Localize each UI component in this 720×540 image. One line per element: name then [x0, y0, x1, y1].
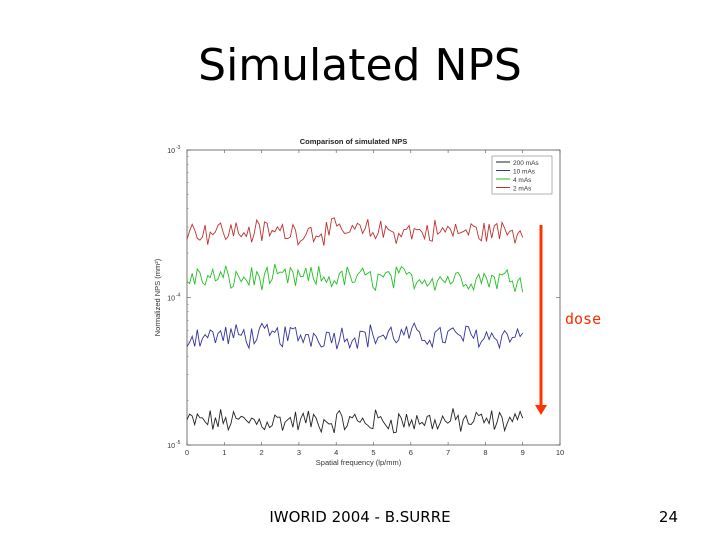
y-tick-label: 10 [167, 148, 175, 155]
y-tick-label: 10 [167, 443, 175, 450]
y-tick-exponent: -3 [176, 145, 181, 151]
x-tick-label: 10 [556, 448, 564, 457]
dose-label: dose [565, 310, 602, 328]
series-line-4 [186, 217, 524, 246]
x-tick-label: 6 [409, 448, 413, 457]
y-tick-exponent: -4 [176, 293, 181, 299]
x-tick-label: 5 [371, 448, 375, 457]
x-tick-label: 9 [521, 448, 525, 457]
legend-entry: 200 mAs [513, 160, 539, 167]
x-tick-label: 7 [446, 448, 450, 457]
legend-entry: 2 mAs [513, 186, 532, 193]
y-axis-label: Normalized NPS (mm²) [153, 258, 162, 336]
dose-arrow-head [535, 405, 547, 415]
series-line-3 [186, 263, 524, 293]
x-tick-label: 0 [185, 448, 189, 457]
x-tick-label: 1 [222, 448, 226, 457]
x-tick-label: 8 [483, 448, 487, 457]
series-line-1 [186, 408, 524, 434]
y-tick-label: 10 [167, 296, 175, 303]
x-axis-label: Spatial frequency (lp/mm) [316, 458, 402, 467]
x-tick-label: 3 [297, 448, 301, 457]
series-line-2 [186, 321, 524, 350]
x-tick-label: 2 [260, 448, 264, 457]
plot-area [186, 149, 561, 446]
nps-chart: Comparison of simulated NPS 0 1 2 3 4 5 6 7 8 9 10 1… [153, 137, 564, 467]
slide-title: Simulated NPS [198, 40, 522, 91]
page-number: 24 [658, 508, 678, 526]
legend-entry: 4 mAs [513, 177, 532, 184]
y-tick-exponent: -5 [176, 440, 181, 446]
x-tick-label: 4 [334, 448, 338, 457]
legend-entry: 10 mAs [513, 169, 536, 176]
chart-title: Comparison of simulated NPS [300, 137, 408, 146]
footer-text: IWORID 2004 - B.SURRE [269, 508, 451, 526]
